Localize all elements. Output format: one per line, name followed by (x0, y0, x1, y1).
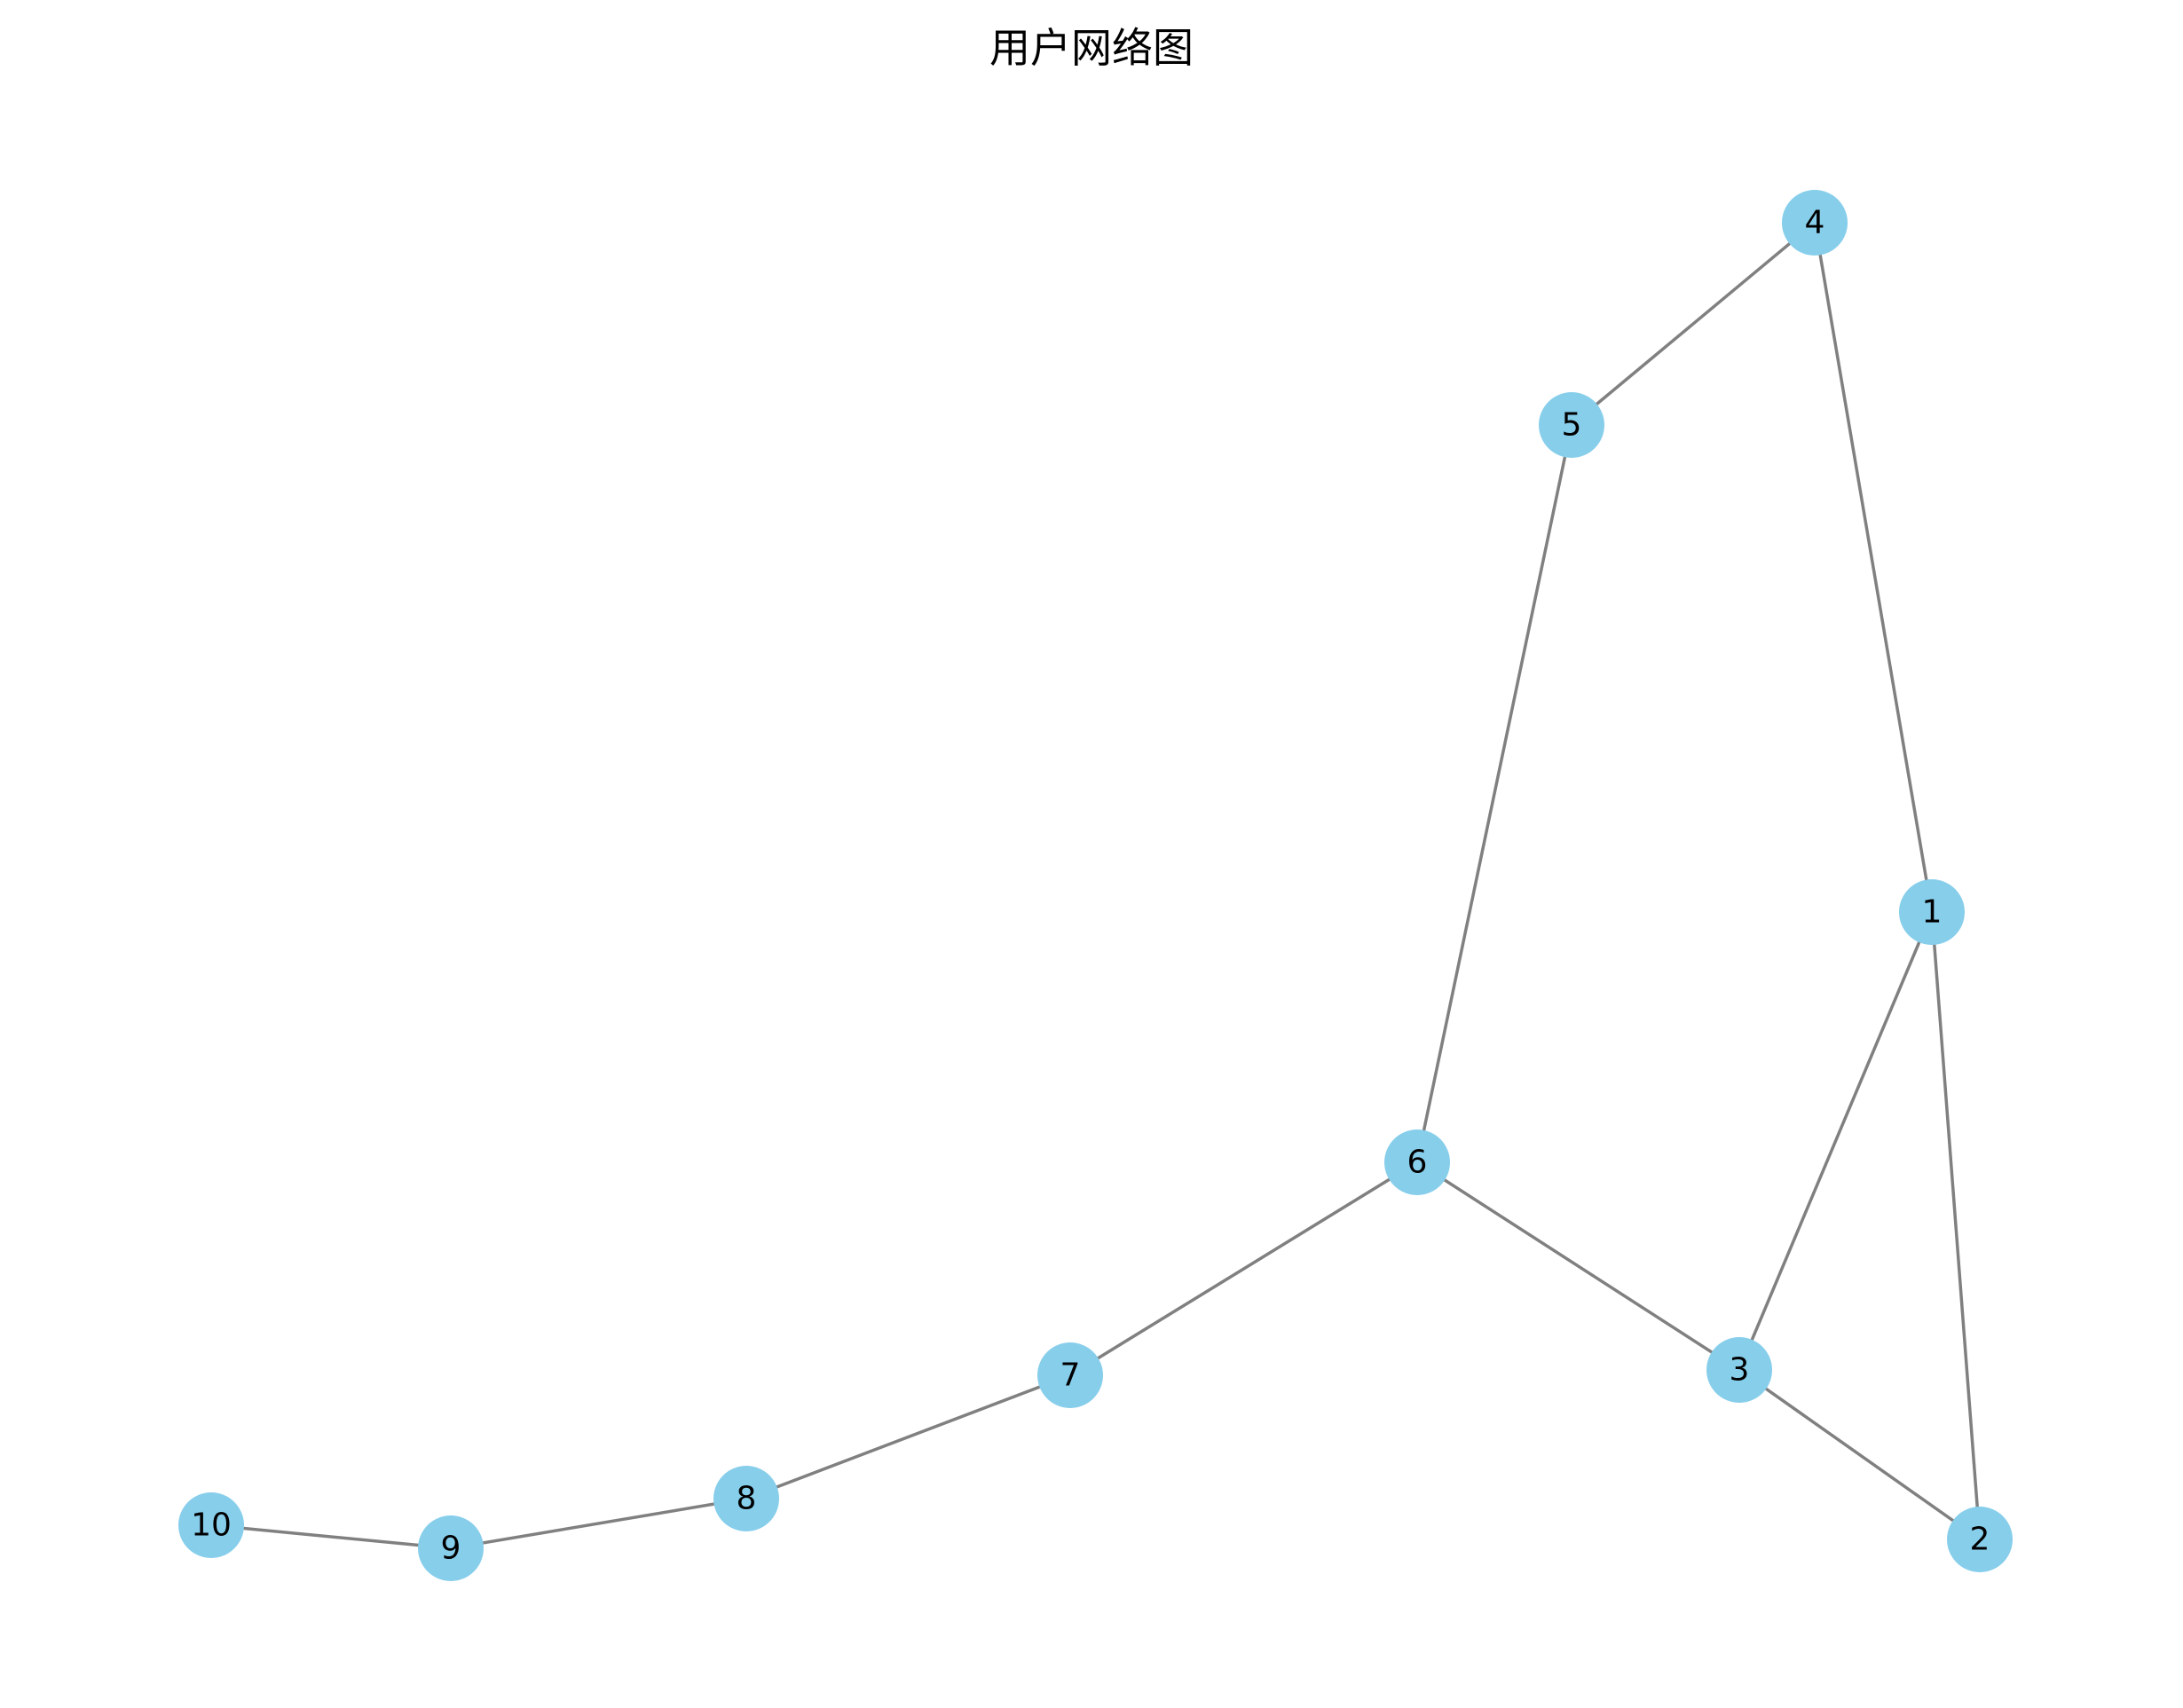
edge-6-7 (1068, 1161, 1419, 1377)
node-label-4: 4 (1805, 205, 1825, 241)
edge-4-5 (1570, 221, 1817, 427)
diagram-title: 用户网络图 (989, 24, 1194, 72)
edge-3-6 (1415, 1161, 1741, 1372)
node-2: 2 (1947, 1507, 2013, 1572)
node-5: 5 (1539, 392, 1604, 458)
node-circle-1 (1899, 879, 1965, 945)
node-6: 6 (1384, 1129, 1450, 1195)
node-label-2: 2 (1970, 1522, 1990, 1558)
edge-7-8 (745, 1373, 1072, 1500)
node-circle-5 (1539, 392, 1604, 458)
node-label-9: 9 (441, 1531, 461, 1567)
node-circle-9 (418, 1515, 484, 1581)
node-circle-7 (1037, 1342, 1103, 1408)
edge-1-3 (1738, 910, 1934, 1372)
edge-2-3 (1738, 1368, 1982, 1541)
node-label-6: 6 (1407, 1145, 1428, 1181)
node-label-3: 3 (1730, 1352, 1750, 1389)
node-label-10: 10 (191, 1507, 232, 1544)
edge-1-2 (1930, 910, 1982, 1541)
node-7: 7 (1037, 1342, 1103, 1408)
node-label-1: 1 (1922, 894, 1943, 931)
node-label-8: 8 (737, 1481, 757, 1517)
node-circle-8 (713, 1466, 779, 1531)
edge-5-6 (1415, 423, 1573, 1164)
node-circle-4 (1782, 190, 1848, 256)
node-1: 1 (1899, 879, 1965, 945)
node-label-7: 7 (1060, 1358, 1081, 1394)
edge-8-9 (449, 1497, 748, 1550)
node-circle-2 (1947, 1507, 2013, 1572)
node-9: 9 (418, 1515, 484, 1581)
node-10: 10 (178, 1492, 244, 1558)
edge-1-4 (1813, 221, 1934, 914)
node-4: 4 (1782, 190, 1848, 256)
node-circle-6 (1384, 1129, 1450, 1195)
node-3: 3 (1706, 1337, 1772, 1403)
nodes-layer: 1 2 3 4 5 6 7 8 9 10 (178, 190, 2013, 1581)
node-circle-3 (1706, 1337, 1772, 1403)
node-8: 8 (713, 1466, 779, 1531)
node-label-5: 5 (1562, 407, 1582, 444)
edges-layer (209, 221, 1982, 1550)
node-circle-10 (178, 1492, 244, 1558)
edge-9-10 (209, 1523, 453, 1550)
